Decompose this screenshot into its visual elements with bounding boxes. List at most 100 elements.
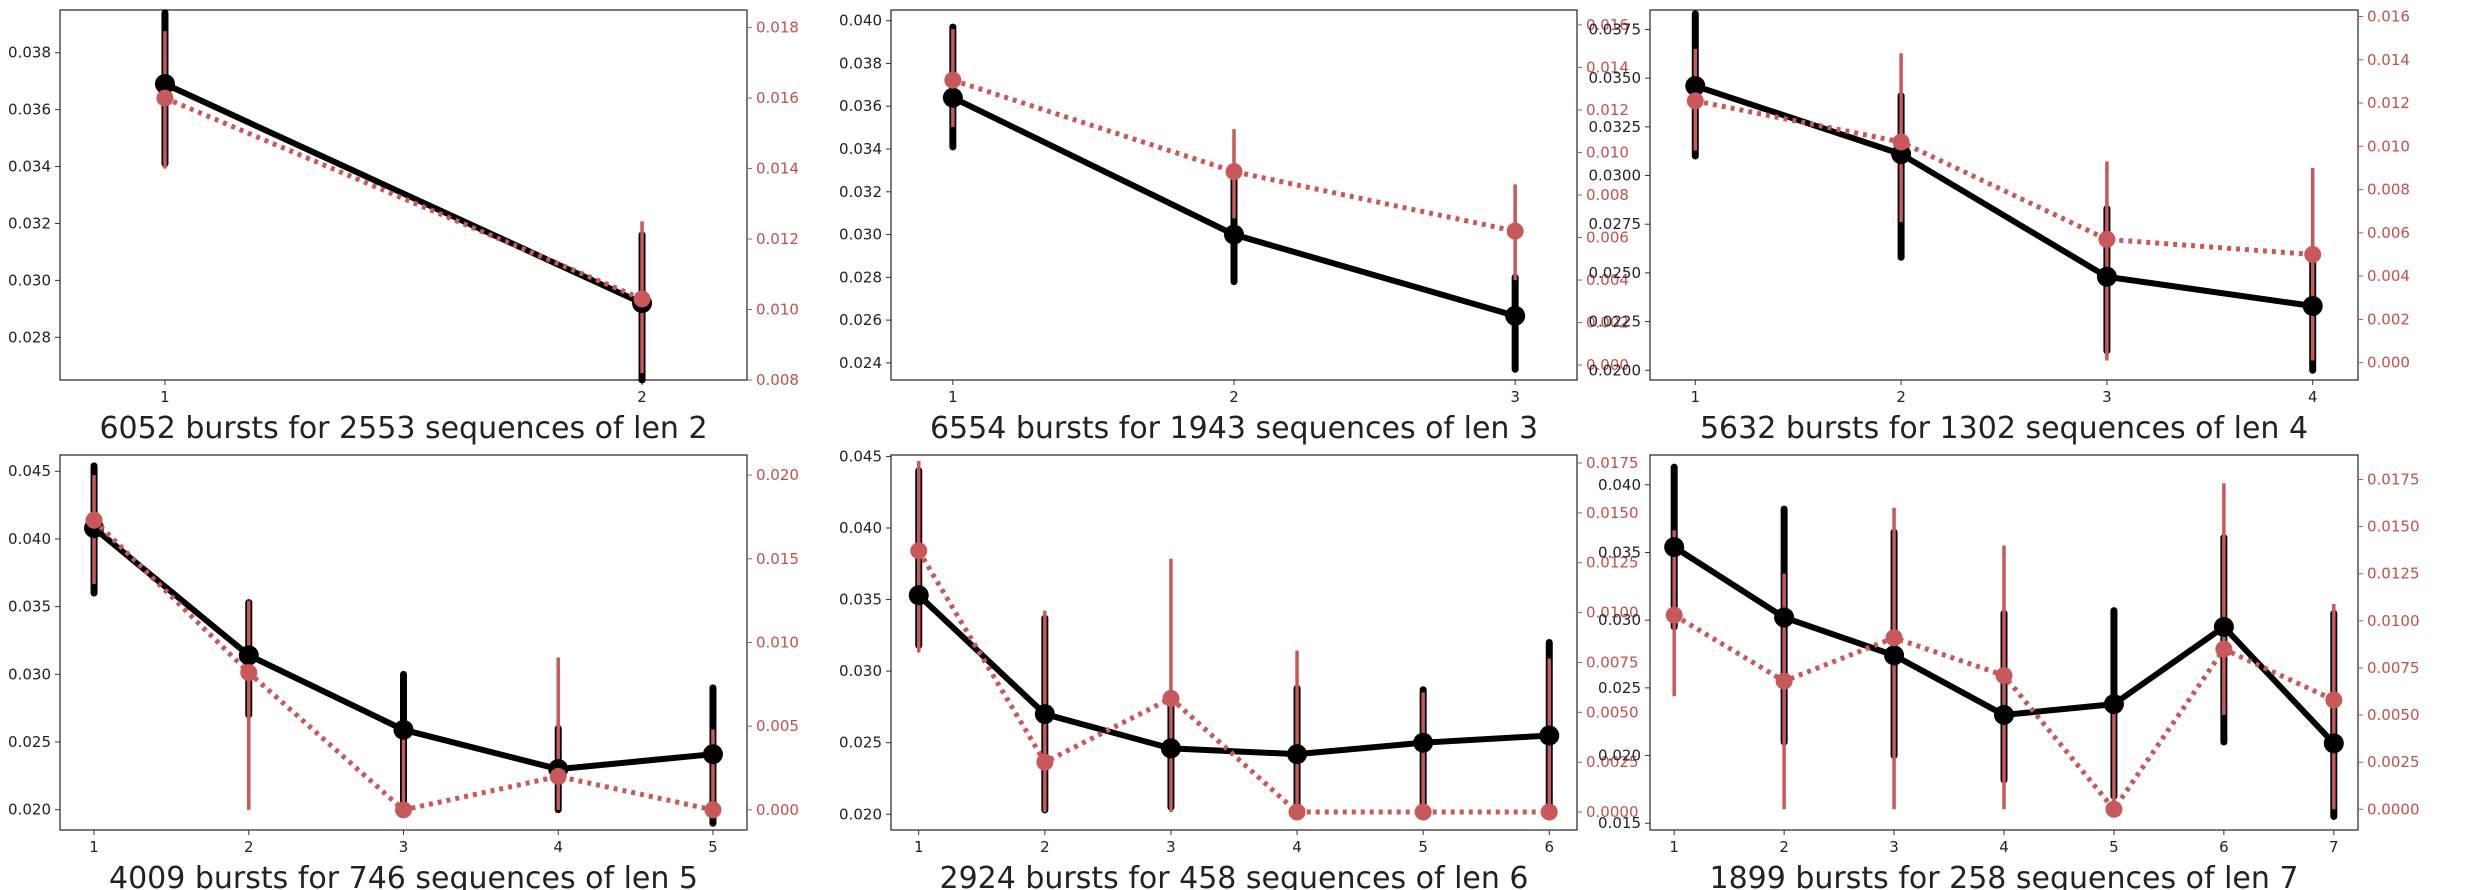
left-tick-label: 0.035 bbox=[8, 598, 51, 616]
right-tick-label: 0.008 bbox=[756, 371, 799, 389]
left-tick-label: 0.030 bbox=[1598, 611, 1641, 629]
x-tick-label: 5 bbox=[708, 838, 718, 856]
right-tick-label: 0.016 bbox=[2367, 7, 2410, 25]
right-tick-label: 0.000 bbox=[1586, 356, 1629, 374]
right-tick-label: 0.0175 bbox=[2367, 470, 2420, 488]
x-tick-label: 7 bbox=[2329, 838, 2339, 856]
right-series-point bbox=[1162, 689, 1180, 707]
left-tick-label: 0.036 bbox=[8, 101, 51, 119]
right-tick-label: 0.012 bbox=[1586, 101, 1629, 119]
right-tick-label: 0.0025 bbox=[2367, 753, 2420, 771]
left-series-point bbox=[1413, 732, 1434, 753]
x-tick-label: 3 bbox=[399, 838, 409, 856]
left-tick-label: 0.0300 bbox=[1589, 167, 1642, 185]
plot-frame bbox=[890, 454, 1578, 831]
right-tick-label: 0.0025 bbox=[1586, 753, 1639, 771]
left-series-line bbox=[163, 81, 644, 306]
right-tick-label: 0.020 bbox=[756, 466, 799, 484]
x-tick-label: 4 bbox=[1999, 838, 2009, 856]
right-tick-label: 0.012 bbox=[2367, 94, 2410, 112]
right-tick-label: 0.015 bbox=[756, 550, 799, 568]
left-series-point bbox=[1685, 75, 1706, 96]
left-series-point bbox=[1505, 305, 1526, 326]
right-tick-label: 0.014 bbox=[1586, 58, 1629, 76]
left-series-point bbox=[1884, 645, 1905, 666]
right-tick-label: 0.002 bbox=[2367, 310, 2410, 328]
x-tick-label: 3 bbox=[1166, 838, 1176, 856]
right-series-point bbox=[2105, 800, 2123, 818]
left-tick-label: 0.0250 bbox=[1589, 264, 1642, 282]
right-series-point bbox=[1414, 803, 1432, 821]
right-tick-label: 0.008 bbox=[2367, 181, 2410, 199]
right-tick-label: 0.0050 bbox=[2367, 706, 2420, 724]
left-series-point bbox=[1539, 725, 1560, 746]
right-tick-label: 0.014 bbox=[2367, 51, 2410, 69]
left-series-point bbox=[908, 585, 929, 606]
right-tick-label: 0.012 bbox=[756, 230, 799, 248]
right-tick-label: 0.018 bbox=[756, 19, 799, 37]
left-tick-label: 0.034 bbox=[8, 158, 51, 176]
left-tick-label: 0.040 bbox=[8, 530, 51, 548]
right-series-line bbox=[952, 77, 1516, 234]
right-tick-label: 0.0000 bbox=[2367, 800, 2420, 818]
right-series-point bbox=[1665, 606, 1683, 624]
right-tick-label: 0.0175 bbox=[1586, 454, 1639, 472]
chart-panel-2: 0.024 0.026 0.028 0.030 0.032 0.034 0.036 0.038… bbox=[839, 9, 1629, 446]
left-tick-label: 0.035 bbox=[839, 591, 882, 609]
left-series-line bbox=[916, 593, 1550, 758]
right-series-point bbox=[2325, 691, 2343, 709]
x-tick-label: 1 bbox=[948, 388, 958, 406]
right-series-point bbox=[2304, 246, 2322, 264]
left-tick-label: 0.0225 bbox=[1589, 313, 1642, 331]
left-series-point bbox=[1774, 607, 1795, 628]
right-series-point bbox=[2098, 230, 2116, 248]
right-series-point bbox=[2215, 640, 2233, 658]
right-series-point bbox=[1288, 803, 1306, 821]
right-series-point bbox=[1775, 672, 1793, 690]
left-tick-label: 0.036 bbox=[839, 97, 882, 115]
left-series-point bbox=[2302, 296, 2323, 316]
x-tick-label: 2 bbox=[1040, 838, 1050, 856]
right-series-point bbox=[633, 290, 651, 308]
chart-panel-4: 0.020 0.025 0.030 0.035 0.040 0.045 0.000 0.005… bbox=[8, 454, 799, 890]
right-tick-label: 0.000 bbox=[756, 801, 799, 819]
x-tick-label: 4 bbox=[1292, 838, 1302, 856]
chart-caption: 4009 bursts for 746 sequences of len 5 bbox=[109, 861, 698, 890]
left-series-point bbox=[2103, 694, 2124, 715]
left-tick-label: 0.045 bbox=[839, 447, 882, 465]
left-tick-label: 0.028 bbox=[8, 328, 51, 346]
right-tick-label: 0.010 bbox=[756, 634, 799, 652]
x-tick-label: 2 bbox=[637, 388, 647, 406]
right-tick-label: 0.000 bbox=[2367, 354, 2410, 372]
left-series-point bbox=[1891, 144, 1912, 165]
left-tick-label: 0.015 bbox=[1598, 814, 1641, 832]
right-series-point bbox=[1885, 629, 1903, 647]
right-series-point bbox=[1506, 222, 1524, 240]
right-series-point bbox=[910, 542, 928, 560]
chart-panel-3: 0.0200 0.0225 0.0250 0.0275 0.0300 0.0325 0.03… bbox=[1589, 7, 2410, 446]
x-tick-label: 3 bbox=[1510, 388, 1520, 406]
left-tick-label: 0.028 bbox=[839, 268, 882, 286]
left-tick-label: 0.030 bbox=[8, 271, 51, 289]
right-tick-label: 0.010 bbox=[756, 301, 799, 319]
left-series-point bbox=[702, 744, 723, 765]
right-series-line bbox=[916, 549, 1550, 815]
right-tick-label: 0.0125 bbox=[1586, 554, 1639, 572]
right-series-point bbox=[1225, 163, 1243, 181]
right-series-point bbox=[704, 801, 722, 819]
chart-caption: 2924 bursts for 458 sequences of len 6 bbox=[939, 861, 1528, 890]
right-series-point bbox=[240, 664, 258, 682]
x-tick-label: 5 bbox=[2109, 838, 2119, 856]
right-tick-label: 0.0050 bbox=[1586, 703, 1639, 721]
right-tick-label: 0.0125 bbox=[2367, 565, 2420, 583]
left-series-point bbox=[2213, 616, 2234, 637]
x-tick-label: 1 bbox=[89, 838, 99, 856]
plot-frame bbox=[1649, 9, 2359, 381]
x-tick-label: 1 bbox=[1691, 388, 1701, 406]
left-tick-label: 0.020 bbox=[1598, 747, 1641, 765]
x-tick-label: 2 bbox=[1779, 838, 1789, 856]
left-tick-label: 0.038 bbox=[8, 44, 51, 62]
left-tick-label: 0.026 bbox=[839, 311, 882, 329]
right-series-point bbox=[1540, 803, 1558, 821]
